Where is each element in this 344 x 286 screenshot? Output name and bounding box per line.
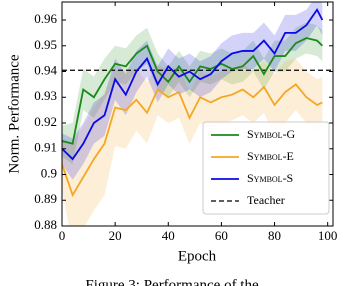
- x-tick-label: 40: [162, 228, 175, 243]
- band: [62, 58, 323, 226]
- plot-frame: [61, 1, 334, 227]
- y-tick-label: 0.88: [34, 217, 57, 232]
- legend-label: Symbol-S: [247, 171, 293, 185]
- y-tick-label: 0.9: [41, 165, 57, 180]
- y-tick-label: 0.91: [34, 140, 57, 155]
- series-line: [62, 7, 324, 161]
- band: [62, 22, 323, 165]
- legend-box: [202, 121, 330, 215]
- y-tick-label: 0.94: [34, 63, 57, 78]
- caption: Figure 3: Performance of the: [85, 277, 259, 286]
- y-tick-label: 0.92: [34, 114, 57, 129]
- x-tick-label: 60: [215, 228, 228, 243]
- x-axis-label: Epoch: [178, 248, 217, 264]
- plot: [62, 2, 333, 226]
- legend-label: Symbol-E: [247, 149, 294, 163]
- x-tick-label: 80: [268, 228, 281, 243]
- y-tick-label: 0.93: [34, 88, 57, 103]
- legend-label: Teacher: [247, 193, 285, 207]
- y-tick-label: 0.95: [34, 37, 57, 52]
- x-tick-label: 20: [109, 228, 122, 243]
- x-tick-label: 100: [318, 228, 338, 243]
- series-line: [62, 37, 323, 145]
- y-tick-label: 0.89: [34, 191, 57, 206]
- legend-label: Symbol-G: [247, 127, 296, 141]
- y-tick-label: 0.96: [34, 11, 57, 26]
- y-axis-label: Norm. Performance: [6, 54, 22, 173]
- x-tick-label: 0: [59, 228, 66, 243]
- series-line: [62, 83, 323, 198]
